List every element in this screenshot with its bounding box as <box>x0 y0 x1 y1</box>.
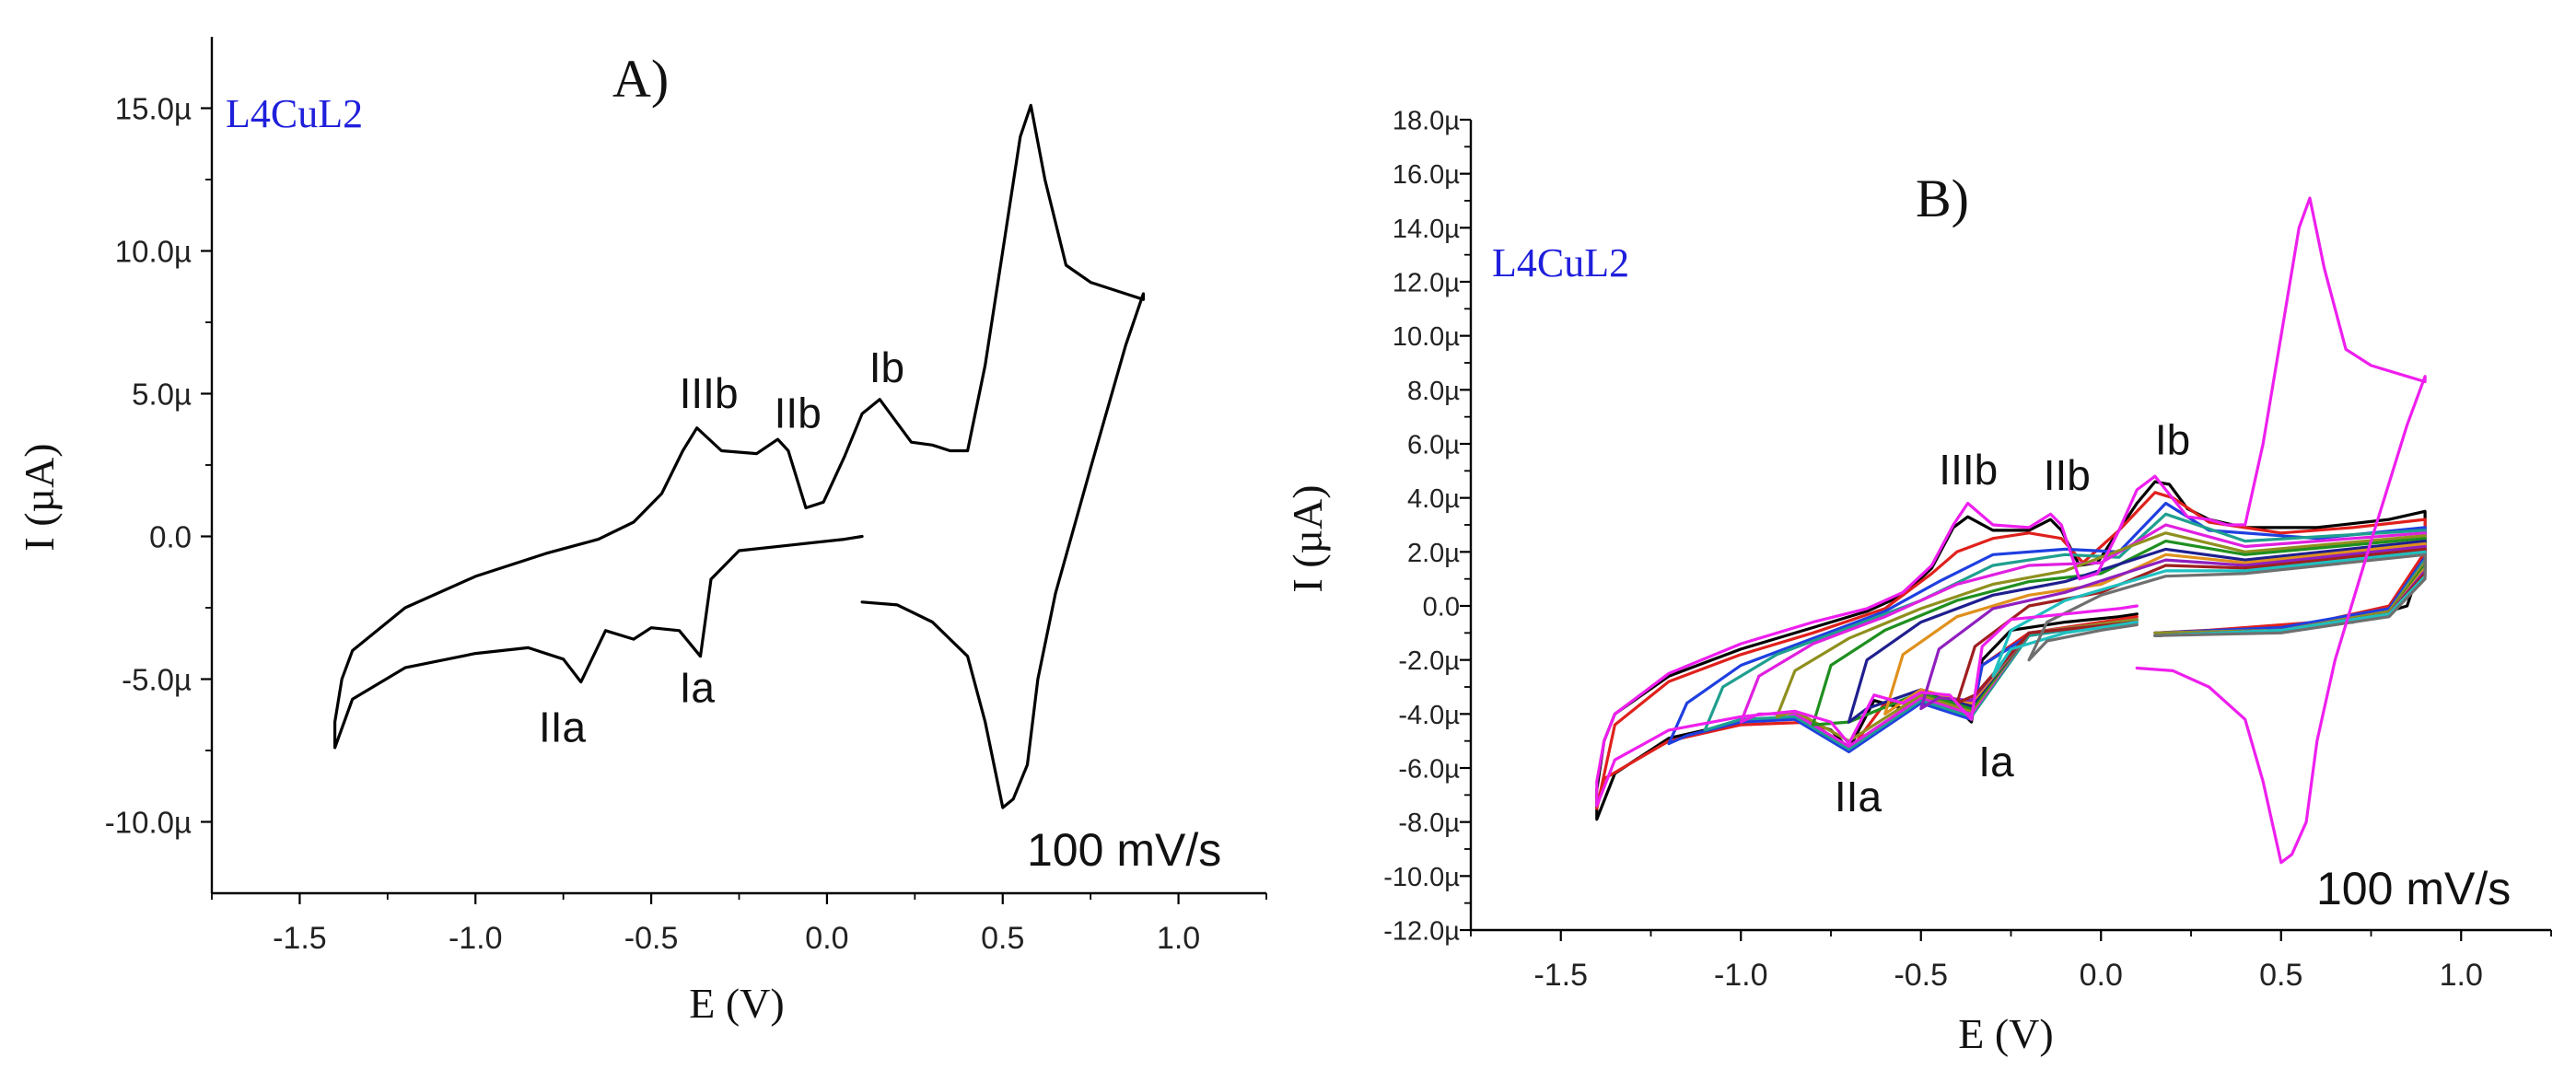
panel-b-y-tick-label: 18.0µ <box>1393 106 1460 135</box>
panel-a-peak-label: IIIb <box>680 369 739 417</box>
panel-a-rate-label: 100 mV/s <box>1027 824 1221 876</box>
panel-b-y-tick-label: 8.0µ <box>1407 377 1460 406</box>
panel-b-y-tick-label: 4.0µ <box>1407 484 1460 514</box>
panel-b-y-axis-title: I (µA) <box>1284 484 1331 592</box>
panel-b-peak-label: IIb <box>2044 451 2091 499</box>
panel-a-peak-label: IIb <box>775 390 822 437</box>
panel-b-y-tick-label: 0.0 <box>1423 592 1460 622</box>
panel-b-y-tick-label: 12.0µ <box>1393 268 1460 297</box>
panel-b-series-line <box>1595 196 2427 865</box>
panel-b-series-line <box>1991 550 2427 678</box>
panel-a-x-tick-label: -0.5 <box>624 921 679 956</box>
panel-b-y-tick-label: -8.0µ <box>1398 809 1460 838</box>
panel-a-x-tick-label: -1.5 <box>273 921 327 956</box>
panel-a-peak-label: IIa <box>539 704 587 751</box>
panel-b-x-axis-title: E (V) <box>1958 1010 2053 1057</box>
panel-b-x-tick-label: 0.5 <box>2259 958 2302 993</box>
panel-a-x-axis-title: E (V) <box>689 980 784 1027</box>
panel-a-peak-label: Ib <box>869 343 904 391</box>
panel-b-x-tick-label: -0.5 <box>1894 958 1948 993</box>
panel-a-y-tick-label: 5.0µ <box>132 377 192 411</box>
panel-b-series-line <box>1667 501 2427 753</box>
panel-a-y-tick-label: -10.0µ <box>105 805 192 839</box>
panel-b-label: B) <box>1916 169 1969 228</box>
panel-b-peak-label: IIa <box>1835 773 1882 820</box>
panel-a-compound-label: L4CuL2 <box>226 91 363 136</box>
panel-b-y-tick-label: 14.0µ <box>1393 215 1460 244</box>
panel-a-y-tick-label: 0.0 <box>149 519 192 553</box>
panel-b-peak-label: IIIb <box>1939 446 1998 494</box>
panel-a-series-line <box>333 103 1145 809</box>
panel-a-y-tick-label: 15.0µ <box>115 91 192 125</box>
panel-a-y-axis-title: I (µA) <box>16 443 63 551</box>
panel-b-y-tick-label: -6.0µ <box>1398 754 1460 784</box>
panel-b-y-tick-label: -10.0µ <box>1383 863 1460 892</box>
panel-a-x-tick-label: 0.0 <box>805 921 848 956</box>
panel-b-y-tick-label: 6.0µ <box>1407 430 1460 460</box>
panel-b-series-line <box>2027 553 2427 662</box>
panel-b-peak-label: Ia <box>1978 738 2014 785</box>
panel-a-x-tick-label: -1.0 <box>449 921 503 956</box>
panel-b-y-tick-label: 2.0µ <box>1407 539 1460 568</box>
panel-b: B) L4CuL2 100 mV/s E (V) I (µA) -12.0µ -1… <box>1284 106 2552 1057</box>
panel-a: A) L4CuL2 100 mV/s E (V) I (µA) -10.0µ -5… <box>16 37 1267 1027</box>
panel-a-x-tick-label: 0.5 <box>981 921 1024 956</box>
panel-a-label: A) <box>612 49 669 109</box>
panel-b-rate-label: 100 mV/s <box>2316 863 2511 914</box>
panel-a-x-tick-label: 1.0 <box>1157 921 1200 956</box>
panel-a-peak-label: Ia <box>680 663 716 711</box>
panel-b-y-tick-label: 10.0µ <box>1393 322 1460 352</box>
panel-a-y-tick-label: 10.0µ <box>115 234 192 268</box>
panel-a-y-tick-label: -5.0µ <box>122 662 192 696</box>
panel-b-compound-label: L4CuL2 <box>1492 240 1629 285</box>
panel-b-y-tick-label: -2.0µ <box>1398 646 1460 676</box>
panel-b-y-tick-label: -4.0µ <box>1398 701 1460 730</box>
panel-b-peak-label: Ib <box>2155 416 2190 464</box>
panel-b-x-tick-label: 1.0 <box>2440 958 2483 993</box>
panel-b-y-tick-label: -12.0µ <box>1383 916 1460 946</box>
panel-b-series-line <box>1595 480 2427 821</box>
panel-b-x-tick-label: -1.0 <box>1714 958 1768 993</box>
panel-b-y-tick-label: 16.0µ <box>1393 160 1460 190</box>
panel-b-x-tick-label: -1.5 <box>1533 958 1588 993</box>
panel-b-x-tick-label: 0.0 <box>2080 958 2123 993</box>
